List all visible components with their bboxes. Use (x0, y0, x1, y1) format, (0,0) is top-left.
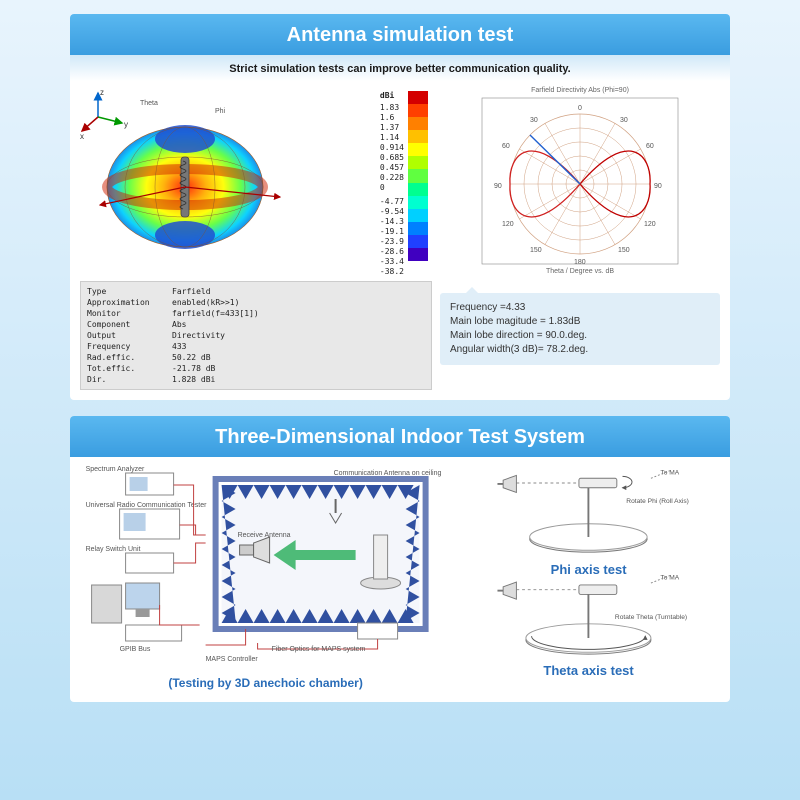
svg-text:Receive Antenna: Receive Antenna (238, 532, 291, 539)
scale-unit: dBi (380, 91, 404, 101)
svg-text:Rotate Theta (Turntable): Rotate Theta (Turntable) (615, 614, 687, 621)
svg-text:60: 60 (646, 143, 654, 150)
svg-text:0: 0 (578, 105, 582, 112)
svg-text:Universal Radio Communication: Universal Radio Communication Tester (86, 502, 208, 509)
polar-title: Farfield Directivity Abs (Phi=90) (440, 87, 720, 94)
axis-diagrams: To MA Rotate Phi (Roll Axis) Phi axis te… (457, 465, 720, 690)
scale-labels: dBi 1.831.61.371.140.9140.6850.4570.2280… (380, 91, 404, 277)
svg-text:90: 90 (654, 183, 662, 190)
sim-right-column: Farfield Directivity Abs (Phi=90) (440, 87, 720, 365)
svg-text:Spectrum Analyzer: Spectrum Analyzer (86, 466, 145, 473)
sim-left-column: z y x Phi Theta dBi 1.831. (80, 87, 432, 390)
radiation-sphere: z y x Phi Theta dBi 1.831. (80, 87, 432, 277)
svg-text:Rotate Phi (Roll Axis): Rotate Phi (Roll Axis) (626, 498, 689, 505)
phi-label: Phi (215, 108, 226, 115)
svg-text:Relay Switch Unit: Relay Switch Unit (86, 546, 141, 553)
z-label: z (100, 88, 104, 97)
chamber-caption: (Testing by 3D anechoic chamber) (80, 676, 451, 690)
panel1-body: z y x Phi Theta dBi 1.831. (70, 81, 730, 400)
color-scale: dBi 1.831.61.371.140.9140.6850.4570.2280… (380, 91, 428, 277)
panel1-subtitle: Strict simulation tests can improve bett… (70, 55, 730, 81)
svg-text:60: 60 (502, 143, 510, 150)
simulation-panel: Antenna simulation test Strict simulatio… (70, 14, 730, 400)
phi-axis-diagram: To MA Rotate Phi (Roll Axis) Phi axis te… (457, 465, 720, 560)
theta-axis-diagram: To MA Rotate Theta (Turntable) Theta axi… (457, 566, 720, 661)
svg-text:30: 30 (530, 117, 538, 124)
farfield-info-table: TypeFarfieldApproximationenabled(kR>>1)M… (80, 281, 432, 390)
polar-plot: 0 30 60 90 120 150 180 150 120 90 60 30 (440, 96, 720, 266)
tds-panel: Three-Dimensional Indoor Test System (70, 416, 730, 702)
svg-text:90: 90 (494, 183, 502, 190)
svg-text:To MA: To MA (661, 469, 680, 476)
svg-text:150: 150 (530, 247, 542, 254)
results-callout: Frequency =4.33Main lobe magitude = 1.83… (440, 293, 720, 365)
svg-text:MAPS Controller: MAPS Controller (206, 656, 259, 663)
y-label: y (124, 120, 128, 129)
svg-text:Fiber Optics for MAPS system: Fiber Optics for MAPS system (272, 646, 366, 653)
x-label: x (80, 132, 84, 141)
svg-text:150: 150 (618, 247, 630, 254)
sphere-svg: z y x Phi Theta (80, 87, 320, 277)
svg-text:120: 120 (644, 221, 656, 228)
svg-text:Communication Antenna on ceili: Communication Antenna on ceiling (334, 470, 442, 477)
panel2-body: Spectrum Analyzer Universal Radio Commun… (70, 457, 730, 702)
scale-bar (408, 91, 428, 261)
theta-label: Theta axis test (457, 663, 720, 678)
polar-caption: Theta / Degree vs. dB (440, 268, 720, 275)
panel2-title: Three-Dimensional Indoor Test System (70, 416, 730, 457)
svg-text:To MA: To MA (661, 574, 680, 581)
svg-text:120: 120 (502, 221, 514, 228)
panel1-title: Antenna simulation test (70, 14, 730, 55)
svg-text:180: 180 (574, 259, 586, 266)
svg-text:GPIB Bus: GPIB Bus (120, 646, 151, 653)
chamber-svg: Spectrum Analyzer Universal Radio Commun… (80, 465, 451, 665)
chamber-diagram: Spectrum Analyzer Universal Radio Commun… (80, 465, 451, 690)
svg-text:30: 30 (620, 117, 628, 124)
theta-label: Theta (140, 100, 158, 107)
